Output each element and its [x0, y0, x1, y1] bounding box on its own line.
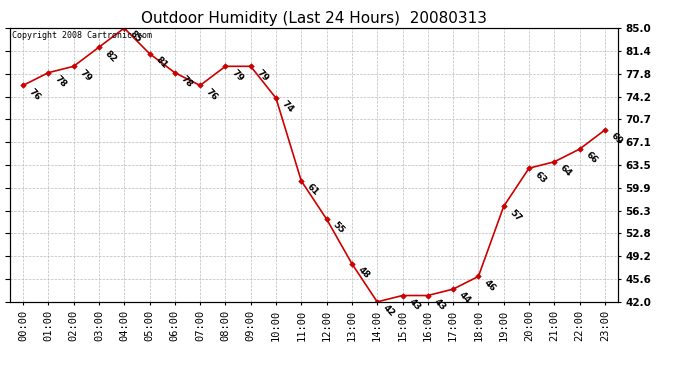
Text: 55: 55: [331, 220, 346, 236]
Text: 79: 79: [78, 68, 93, 83]
Text: 64: 64: [558, 163, 574, 178]
Text: 46: 46: [482, 278, 498, 293]
Text: 44: 44: [457, 291, 473, 306]
Text: 85: 85: [128, 30, 144, 45]
Text: 69: 69: [609, 131, 624, 147]
Text: 79: 79: [230, 68, 245, 83]
Text: 82: 82: [103, 49, 118, 64]
Text: 66: 66: [584, 150, 599, 166]
Text: 57: 57: [508, 208, 523, 223]
Text: 61: 61: [306, 182, 321, 198]
Text: 42: 42: [382, 303, 397, 318]
Text: 78: 78: [52, 74, 68, 89]
Text: 74: 74: [280, 99, 295, 115]
Text: 48: 48: [356, 265, 371, 280]
Title: Outdoor Humidity (Last 24 Hours)  20080313: Outdoor Humidity (Last 24 Hours) 2008031…: [141, 10, 487, 26]
Text: Copyright 2008 Cartronic.com: Copyright 2008 Cartronic.com: [12, 31, 152, 40]
Text: 76: 76: [204, 87, 219, 102]
Text: 63: 63: [533, 170, 549, 185]
Text: 43: 43: [432, 297, 447, 312]
Text: 79: 79: [255, 68, 270, 83]
Text: 81: 81: [154, 55, 169, 70]
Text: 78: 78: [179, 74, 195, 89]
Text: 76: 76: [27, 87, 43, 102]
Text: 43: 43: [406, 297, 422, 312]
